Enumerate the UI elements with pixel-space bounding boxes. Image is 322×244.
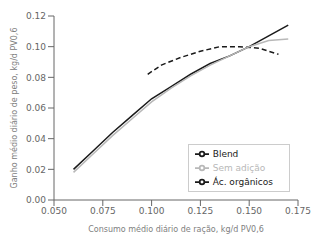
html-text:Blend: Blend [212, 148, 239, 159]
svg-text:0.08: 0.08 [26, 73, 46, 83]
svg-text:Consumo médio diário de ração,: Consumo médio diário de ração, kg/d PV0,… [88, 224, 264, 234]
svg-text:0.02: 0.02 [26, 165, 46, 175]
svg-text:0.150: 0.150 [236, 206, 262, 216]
svg-text:0.125: 0.125 [188, 206, 214, 216]
svg-text:0.06: 0.06 [26, 103, 46, 113]
svg-text:0.10: 0.10 [26, 42, 46, 52]
html-text:Sem adição: Sem adição [212, 162, 266, 173]
svg-text:0.050: 0.050 [41, 206, 67, 216]
svg-text:Ganho médio diário de peso, kg: Ganho médio diário de peso, kg/d PV0,6 [9, 27, 19, 188]
svg-text:0.075: 0.075 [90, 206, 116, 216]
svg-text:0.175: 0.175 [285, 206, 311, 216]
html-text:Ác. orgânicos: Ác. orgânicos [212, 176, 273, 187]
svg-text:0.12: 0.12 [26, 11, 46, 21]
svg-text:0.04: 0.04 [26, 134, 46, 144]
svg-text:0.00: 0.00 [26, 195, 46, 205]
svg-text:0.100: 0.100 [139, 206, 165, 216]
